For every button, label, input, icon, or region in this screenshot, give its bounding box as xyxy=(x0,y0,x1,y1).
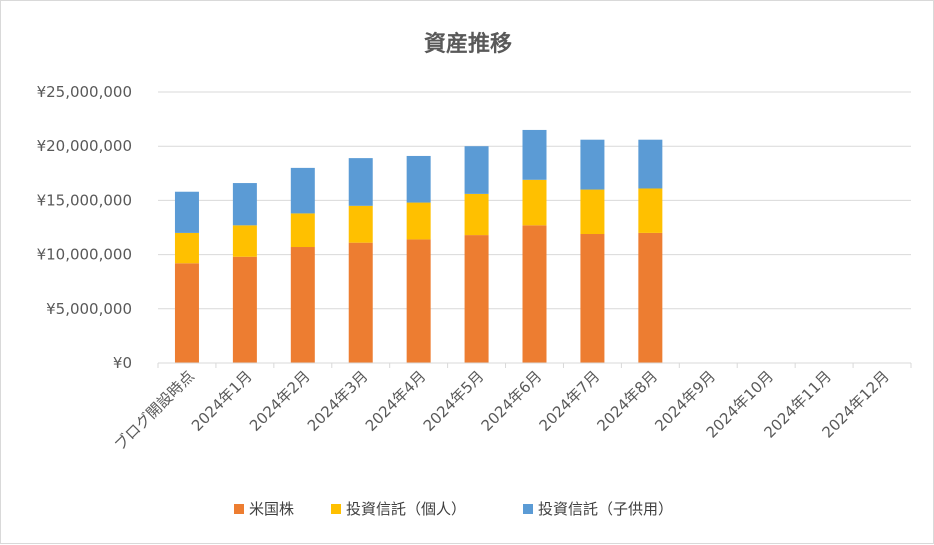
x-tick-label: 2024年8月 xyxy=(593,367,661,435)
x-axis-tick-labels: ブログ開設時点2024年1月2024年2月2024年3月2024年4月2024年… xyxy=(111,367,893,454)
axes xyxy=(157,362,912,368)
x-tick-label: ブログ開設時点 xyxy=(111,367,198,454)
bar-segment xyxy=(232,256,257,363)
legend: 米国株 投資信託（個人） 投資信託（子供用） xyxy=(234,500,673,518)
bar-segment xyxy=(580,234,605,363)
bar-segment xyxy=(464,193,489,236)
legend-swatch xyxy=(234,504,244,514)
legend-label: 米国株 xyxy=(249,500,294,518)
x-tick-label: 2024年6月 xyxy=(478,367,546,435)
chart-title: 資産推移 xyxy=(424,31,512,57)
legend-swatch xyxy=(523,504,533,514)
bar-segment xyxy=(522,129,547,180)
y-axis-tick-labels: ¥0 ¥5,000,000 ¥10,000,000 ¥15,000,000 ¥20,00… xyxy=(37,83,132,372)
bar-segment xyxy=(290,167,315,214)
bar-segment xyxy=(348,205,373,243)
bar-segment xyxy=(406,202,431,240)
x-tick-label: 2024年3月 xyxy=(304,367,372,435)
bar-segment xyxy=(290,213,315,248)
x-tick-label: 2024年5月 xyxy=(420,367,488,435)
y-tick-label: ¥5,000,000 xyxy=(46,300,132,318)
bar-segment xyxy=(464,146,489,194)
legend-swatch xyxy=(331,504,341,514)
y-tick-label: ¥10,000,000 xyxy=(37,246,132,264)
bar-segment xyxy=(174,263,199,363)
bar-segment xyxy=(638,232,663,363)
bar-segment xyxy=(232,183,257,226)
x-tick-label: 2024年1月 xyxy=(188,367,256,435)
bar-segment xyxy=(232,225,257,257)
bar-segment xyxy=(580,189,605,235)
bar-segment xyxy=(580,139,605,190)
bar-segment xyxy=(348,158,373,206)
bar-segment xyxy=(290,247,315,363)
y-tick-label: ¥20,000,000 xyxy=(37,137,132,155)
bar-segment xyxy=(174,232,199,264)
x-tick-label: 2024年2月 xyxy=(246,367,314,435)
bar-segment xyxy=(348,242,373,363)
bar-segment xyxy=(406,239,431,363)
x-tick-label: 2024年4月 xyxy=(362,367,430,435)
bar-segment xyxy=(638,139,663,189)
bar-segment xyxy=(464,235,489,363)
legend-label: 投資信託（子供用） xyxy=(538,500,673,518)
y-tick-label: ¥0 xyxy=(113,354,132,372)
legend-label: 投資信託（個人） xyxy=(346,500,466,518)
bar-segment xyxy=(522,225,547,363)
bars xyxy=(174,129,663,363)
x-tick-label: 2024年7月 xyxy=(536,367,604,435)
y-tick-label: ¥25,000,000 xyxy=(37,83,132,101)
bar-segment xyxy=(174,191,199,233)
bar-segment xyxy=(638,188,663,233)
y-tick-label: ¥15,000,000 xyxy=(37,191,132,209)
bar-segment xyxy=(406,155,431,203)
bar-segment xyxy=(522,179,547,226)
